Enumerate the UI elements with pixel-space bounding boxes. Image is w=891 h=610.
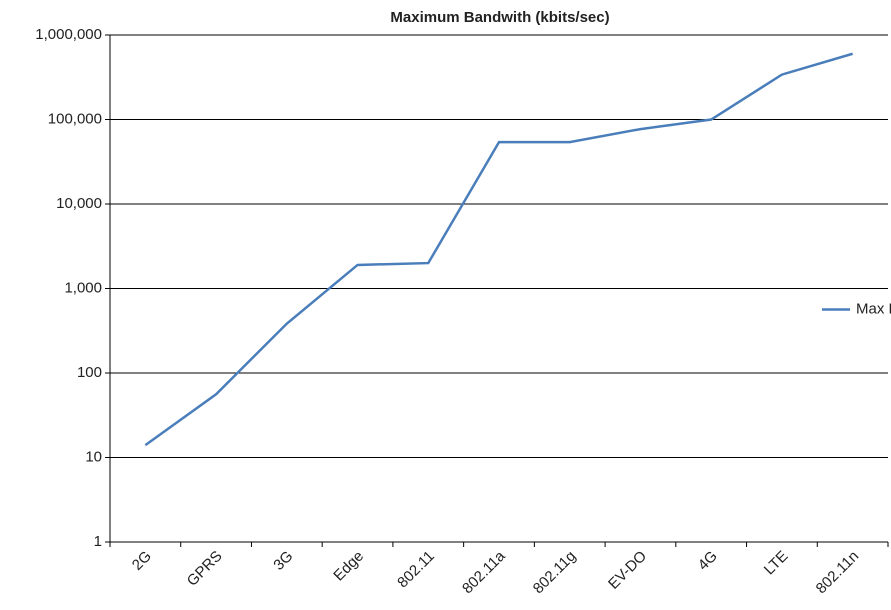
x-tick-label: 802.11g: [530, 548, 580, 598]
x-tick-label: 2G: [129, 548, 155, 574]
legend-label: Max Rate (kbits/sec): [856, 300, 891, 317]
y-tick-label: 10: [85, 448, 102, 465]
y-tick-label: 1: [94, 533, 102, 550]
x-tick-label: 802.11a: [459, 547, 509, 597]
chart-title: Maximum Bandwith (kbits/sec): [390, 9, 609, 26]
x-tick-label: LTE: [761, 548, 792, 579]
y-tick-label: 100: [77, 364, 102, 381]
y-tick-label: 1,000,000: [35, 26, 102, 43]
x-tick-label: 802.11n: [813, 548, 863, 598]
x-tick-label: 4G: [695, 548, 721, 574]
x-tick-label: GPRS: [184, 548, 226, 590]
x-tick-label: 3G: [270, 548, 296, 574]
y-tick-label: 100,000: [48, 110, 102, 127]
x-tick-label: EV-DO: [605, 548, 650, 593]
series-line: [144, 52, 853, 447]
y-tick-label: 10,000: [56, 195, 102, 212]
x-tick-label: 802.11: [394, 548, 438, 592]
x-tick-label: Edge: [330, 548, 367, 585]
y-tick-label: 1,000: [64, 279, 102, 296]
